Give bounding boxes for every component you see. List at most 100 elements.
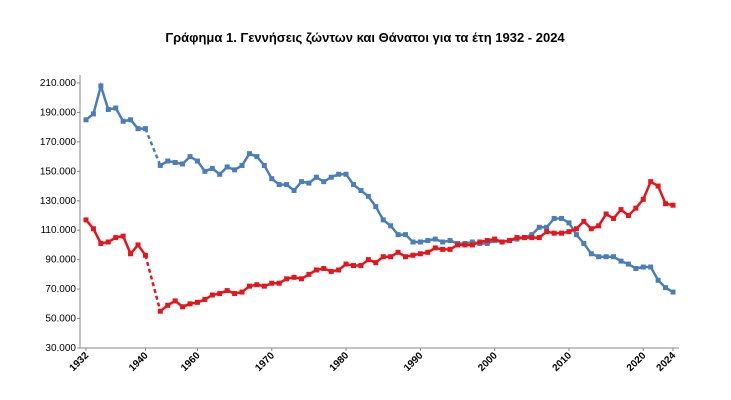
marker — [447, 238, 453, 244]
y-tick-label: 210.000 — [40, 78, 77, 89]
marker — [98, 240, 104, 246]
marker — [120, 118, 126, 124]
marker — [581, 218, 587, 224]
marker — [611, 254, 617, 260]
marker — [83, 117, 89, 123]
marker — [588, 226, 594, 232]
marker — [224, 288, 230, 294]
x-tick-label: 1980 — [328, 350, 352, 374]
marker — [648, 264, 654, 270]
marker — [618, 258, 624, 264]
marker — [254, 282, 260, 288]
marker — [350, 263, 356, 269]
marker — [202, 296, 208, 302]
marker — [581, 240, 587, 246]
marker — [455, 242, 461, 248]
marker — [128, 251, 134, 257]
marker — [328, 268, 334, 274]
marker — [209, 165, 215, 171]
marker — [90, 111, 96, 117]
x-tick-label: 2000 — [476, 350, 500, 374]
marker — [380, 254, 386, 260]
marker — [388, 223, 394, 229]
marker — [618, 207, 624, 213]
marker — [559, 215, 565, 221]
marker — [514, 235, 520, 241]
gap-line — [144, 254, 162, 312]
y-tick-label: 90.000 — [45, 255, 76, 266]
marker — [544, 224, 550, 230]
marker — [187, 301, 193, 307]
marker — [358, 187, 364, 193]
y-tick-label: 130.000 — [40, 196, 77, 207]
marker — [536, 224, 542, 230]
marker — [365, 257, 371, 263]
marker — [566, 220, 572, 226]
marker — [410, 252, 416, 258]
marker — [484, 240, 490, 246]
marker — [202, 168, 208, 174]
marker — [603, 211, 609, 217]
marker — [507, 238, 513, 244]
marker — [417, 239, 423, 245]
marker — [544, 229, 550, 235]
marker — [254, 154, 260, 160]
marker — [373, 204, 379, 210]
marker — [187, 154, 193, 160]
marker — [232, 167, 238, 173]
marker — [625, 213, 631, 218]
marker — [180, 304, 186, 310]
marker — [298, 276, 304, 282]
marker — [328, 174, 334, 180]
marker — [165, 158, 171, 164]
marker — [113, 235, 119, 241]
marker — [291, 187, 297, 193]
marker — [90, 226, 96, 232]
marker — [321, 179, 327, 185]
marker — [284, 182, 290, 188]
marker — [648, 179, 654, 185]
marker — [165, 302, 171, 308]
marker — [276, 182, 282, 188]
marker — [128, 117, 134, 123]
marker — [365, 193, 371, 199]
x-tick-label: 2020 — [625, 350, 649, 374]
y-tick-label: 30.000 — [45, 343, 76, 354]
marker — [388, 254, 394, 260]
marker — [336, 267, 342, 273]
marker — [113, 105, 119, 111]
marker — [98, 83, 104, 89]
marker — [425, 249, 431, 255]
series — [83, 179, 676, 314]
marker — [670, 289, 676, 295]
marker — [246, 151, 252, 157]
marker — [343, 261, 349, 267]
marker — [663, 201, 669, 207]
y-tick-label: 110.000 — [41, 225, 77, 236]
y-tick-label: 170.000 — [40, 137, 77, 148]
marker — [269, 176, 275, 182]
marker — [246, 283, 252, 289]
x-tick-label: 1990 — [402, 350, 426, 374]
marker — [499, 239, 505, 245]
marker — [625, 261, 631, 267]
marker — [633, 266, 639, 271]
marker — [521, 235, 527, 241]
marker — [432, 236, 438, 242]
marker — [172, 298, 178, 304]
marker — [410, 239, 416, 245]
marker — [194, 158, 200, 164]
marker — [573, 226, 579, 232]
marker — [336, 171, 342, 177]
y-tick-label: 70.000 — [45, 284, 76, 295]
marker — [261, 283, 267, 289]
marker — [566, 229, 572, 235]
marker — [306, 271, 312, 277]
y-tick-label: 150.000 — [40, 166, 77, 177]
marker — [551, 230, 557, 236]
marker — [417, 251, 423, 257]
marker — [142, 252, 148, 258]
marker — [83, 217, 89, 223]
marker — [477, 239, 483, 245]
